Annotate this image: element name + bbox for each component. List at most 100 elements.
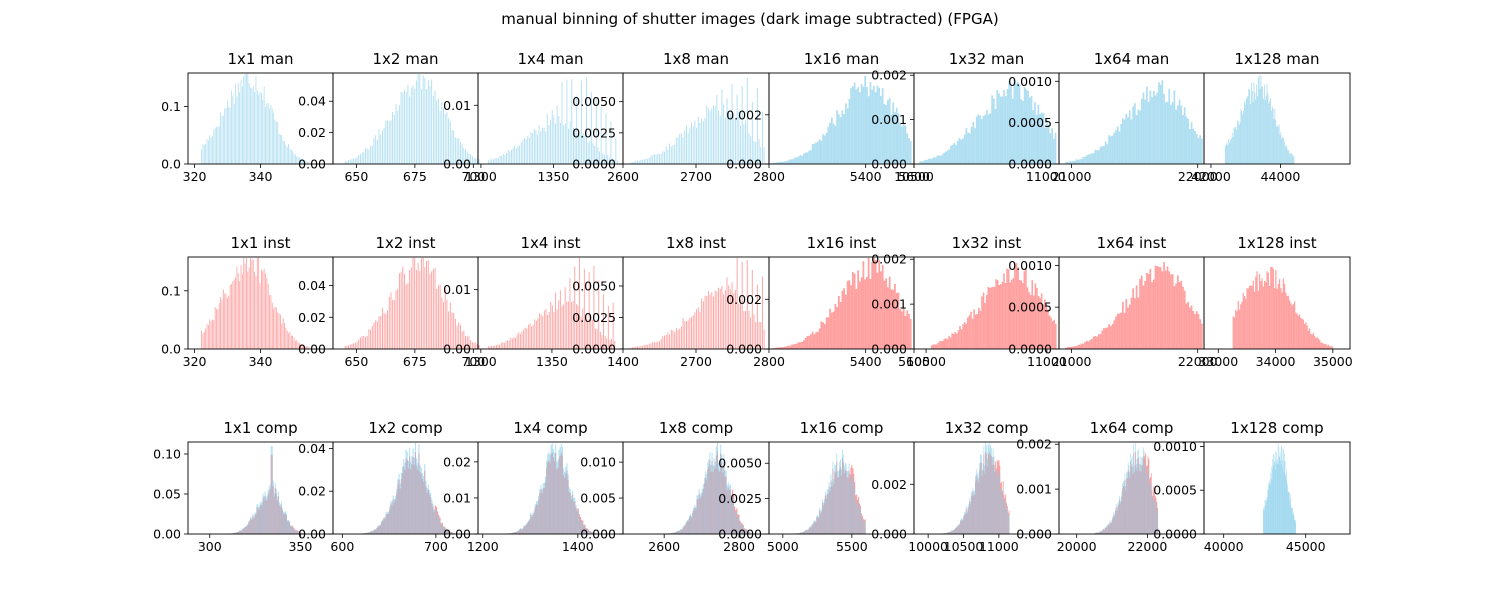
bar-man — [290, 525, 292, 534]
panel-title: 1x128 comp — [1230, 419, 1323, 437]
bar — [1237, 121, 1239, 164]
bar — [662, 336, 664, 349]
x-tick-label: 34000 — [1256, 354, 1296, 369]
bar — [1266, 500, 1268, 534]
bar — [275, 121, 277, 164]
histogram-bars — [1094, 442, 1159, 534]
bar — [1164, 270, 1167, 349]
bar — [888, 276, 891, 349]
bar-man — [1003, 500, 1005, 534]
panel-title: 1x64 man — [1094, 50, 1170, 68]
bar — [251, 88, 253, 164]
bar — [827, 126, 830, 164]
bar-man — [1156, 506, 1158, 534]
bar-man — [980, 454, 981, 534]
bar — [906, 133, 909, 164]
bar — [1149, 268, 1152, 349]
bar — [1282, 467, 1283, 534]
bar — [566, 79, 568, 164]
bar — [1013, 80, 1016, 164]
bar — [526, 328, 528, 349]
y-tick-label: 0.10 — [153, 447, 181, 462]
bar — [1288, 150, 1290, 164]
bar — [878, 87, 881, 164]
bar — [1146, 273, 1148, 349]
bar-man — [840, 469, 842, 534]
bar — [453, 312, 455, 349]
bar — [409, 270, 411, 349]
bar — [571, 302, 572, 349]
bar-man — [1144, 465, 1146, 534]
bar — [564, 123, 566, 164]
bar-man — [258, 507, 260, 534]
bar — [890, 114, 893, 164]
bar — [1271, 106, 1273, 164]
bar — [580, 316, 582, 349]
bar — [209, 319, 211, 349]
bar — [1286, 295, 1288, 349]
bar-man — [1095, 533, 1096, 534]
bar — [1326, 345, 1328, 349]
bar — [235, 277, 236, 349]
bar — [806, 152, 809, 164]
bar-man — [1116, 508, 1118, 534]
bar — [277, 122, 279, 164]
bar-man — [587, 530, 589, 534]
bar — [1044, 127, 1047, 164]
bar-man — [702, 483, 705, 534]
bar-man — [1113, 512, 1115, 534]
bar — [869, 278, 872, 349]
panel-title: 1x8 inst — [666, 234, 726, 252]
bar-man — [1104, 527, 1106, 534]
bar-man — [375, 529, 377, 534]
histogram-bars — [771, 75, 912, 164]
bar-man — [514, 532, 516, 534]
bar — [885, 105, 888, 164]
bar — [951, 144, 954, 164]
bar — [713, 105, 714, 164]
bar — [304, 346, 306, 349]
y-tick-label: 0.0010 — [1008, 258, 1052, 273]
bar — [243, 257, 245, 349]
bar — [417, 73, 419, 164]
y-tick-label: 0.1 — [161, 99, 181, 114]
x-tick-label: 340 — [249, 169, 273, 184]
x-tick-label: 5400 — [850, 354, 882, 369]
bar — [820, 140, 823, 164]
bar — [410, 87, 412, 164]
bar-man — [259, 503, 261, 534]
bar — [816, 331, 819, 349]
bar — [1007, 269, 1010, 349]
y-tick-label: 0.0025 — [572, 125, 616, 140]
panel-title: 1x2 comp — [368, 419, 442, 437]
bar-man — [1150, 481, 1152, 534]
bar — [655, 342, 657, 349]
bar-man — [451, 532, 453, 534]
y-tick-label: 0.00 — [443, 342, 471, 357]
bar-man — [1002, 488, 1004, 534]
bar-man — [239, 530, 241, 534]
bar — [755, 322, 757, 349]
bar-man — [721, 454, 723, 534]
bar — [652, 341, 654, 349]
bar — [240, 264, 242, 349]
bar — [956, 140, 959, 164]
bar-man — [421, 472, 424, 534]
bar-man — [728, 485, 730, 534]
bar — [704, 117, 706, 164]
bar — [696, 309, 698, 349]
bar — [353, 343, 355, 349]
bar — [1194, 314, 1196, 349]
bar — [780, 161, 782, 164]
bar — [1168, 271, 1171, 349]
bar — [1268, 482, 1270, 534]
bar — [1267, 93, 1269, 164]
bar — [1099, 146, 1102, 164]
bar-man — [557, 460, 559, 534]
bar — [546, 113, 548, 164]
histogram-bars — [1224, 75, 1295, 164]
bar — [1128, 110, 1131, 164]
